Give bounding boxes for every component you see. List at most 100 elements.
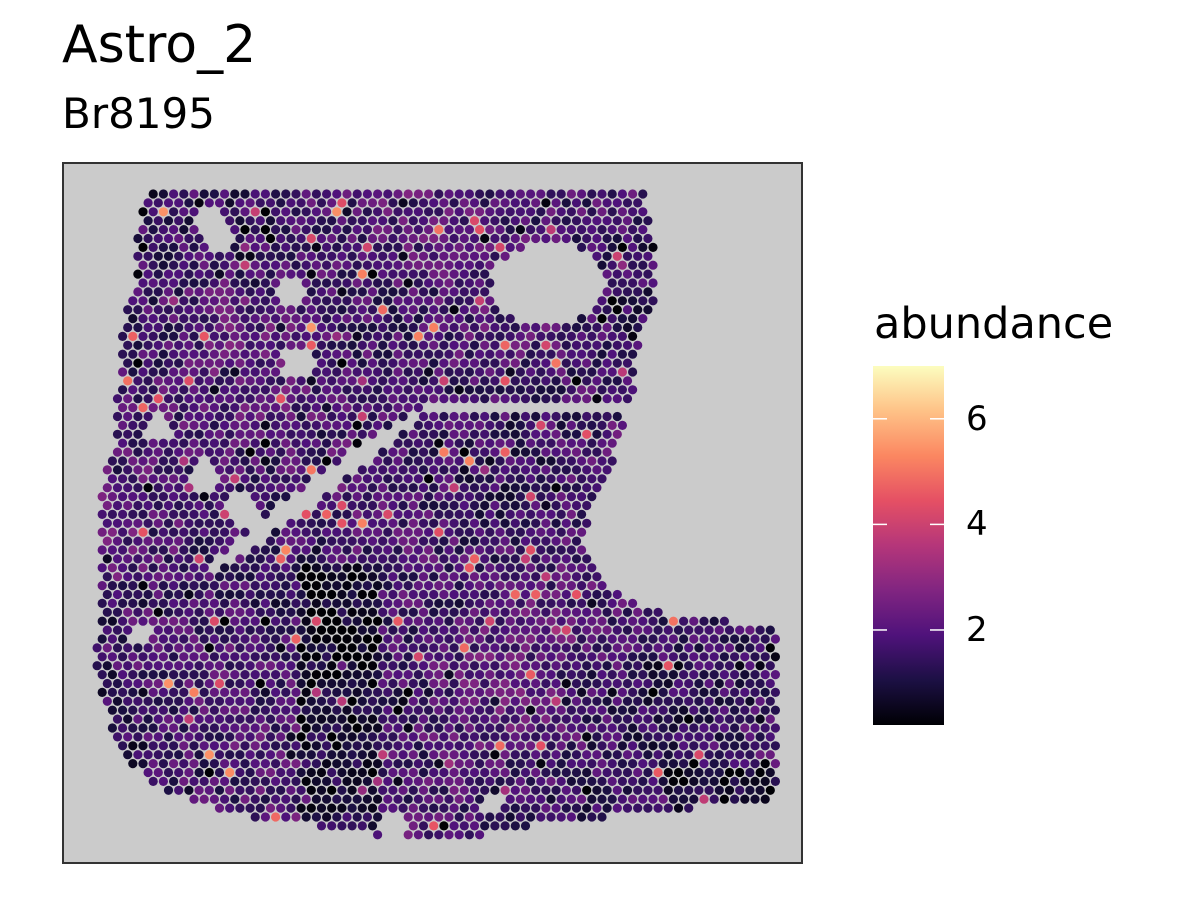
spot xyxy=(485,296,495,306)
spot xyxy=(587,189,597,199)
spot xyxy=(602,429,612,439)
spot xyxy=(184,589,194,600)
spot xyxy=(291,207,301,217)
spot xyxy=(337,233,347,244)
spot xyxy=(255,447,265,457)
spot xyxy=(760,794,770,804)
spot xyxy=(398,607,408,617)
spot xyxy=(128,474,138,484)
spot xyxy=(311,349,321,359)
spot xyxy=(388,607,398,617)
spot xyxy=(755,750,765,760)
spot xyxy=(169,563,179,573)
spot xyxy=(398,376,408,386)
spot xyxy=(531,394,541,404)
spot xyxy=(214,269,225,279)
spot xyxy=(260,367,270,377)
spot xyxy=(158,563,168,573)
spot xyxy=(398,198,408,208)
spot xyxy=(306,518,316,528)
spot xyxy=(388,269,398,279)
spot xyxy=(235,625,245,635)
spot xyxy=(571,358,582,368)
spot xyxy=(143,322,153,333)
spot xyxy=(97,616,107,626)
spot xyxy=(163,554,174,564)
spot xyxy=(510,767,520,778)
spot xyxy=(480,216,490,226)
spot xyxy=(128,687,138,698)
spot xyxy=(403,403,413,413)
spot xyxy=(464,385,474,395)
spot xyxy=(536,349,546,359)
spot xyxy=(480,198,490,208)
spot xyxy=(230,581,240,591)
spot xyxy=(607,242,617,252)
spot xyxy=(429,661,439,671)
spot xyxy=(352,331,362,341)
spot xyxy=(612,233,622,244)
spot xyxy=(225,340,235,350)
spot xyxy=(250,794,260,804)
spot xyxy=(337,696,347,706)
spot xyxy=(628,296,638,306)
spot xyxy=(220,207,230,217)
spot xyxy=(699,741,709,751)
spot xyxy=(571,696,582,706)
spot xyxy=(281,474,291,484)
spot xyxy=(184,785,194,795)
spot xyxy=(556,420,566,430)
spot xyxy=(730,741,740,751)
spot xyxy=(311,403,321,413)
spot xyxy=(612,198,622,208)
spot xyxy=(597,741,607,751)
spot xyxy=(133,732,143,742)
spot xyxy=(459,518,469,528)
spot xyxy=(291,456,301,466)
spot xyxy=(240,189,250,199)
spot xyxy=(388,447,398,457)
spot xyxy=(245,251,255,261)
spot xyxy=(454,616,464,626)
spot xyxy=(551,554,561,564)
spot xyxy=(398,554,408,564)
spot xyxy=(199,527,209,537)
spot xyxy=(306,447,316,457)
spot xyxy=(663,696,673,706)
spot xyxy=(255,216,265,226)
spot xyxy=(735,714,745,724)
spot xyxy=(337,269,347,279)
spot xyxy=(413,812,423,822)
spot xyxy=(709,616,719,626)
spot xyxy=(770,759,781,769)
spot xyxy=(388,233,398,244)
spot xyxy=(148,509,158,519)
spot xyxy=(515,616,525,626)
spot xyxy=(342,616,352,626)
spot xyxy=(429,500,439,511)
spot xyxy=(357,322,367,333)
spot xyxy=(347,732,357,742)
spot xyxy=(179,207,189,217)
spot xyxy=(658,705,668,715)
spot xyxy=(342,794,352,804)
spot xyxy=(628,634,638,644)
spot xyxy=(719,794,730,804)
spot xyxy=(526,385,536,395)
spot xyxy=(398,358,408,368)
spot xyxy=(322,385,332,395)
spot xyxy=(684,785,694,795)
spot xyxy=(495,349,505,359)
spot xyxy=(255,767,265,778)
spot xyxy=(475,456,485,466)
spot xyxy=(413,403,423,413)
spot xyxy=(429,643,439,653)
spot xyxy=(204,554,214,564)
spot xyxy=(480,572,490,582)
spot xyxy=(546,616,556,626)
spot xyxy=(765,714,775,724)
spot xyxy=(413,260,423,270)
spot xyxy=(571,678,582,689)
spot xyxy=(352,776,362,787)
spot xyxy=(408,696,418,706)
